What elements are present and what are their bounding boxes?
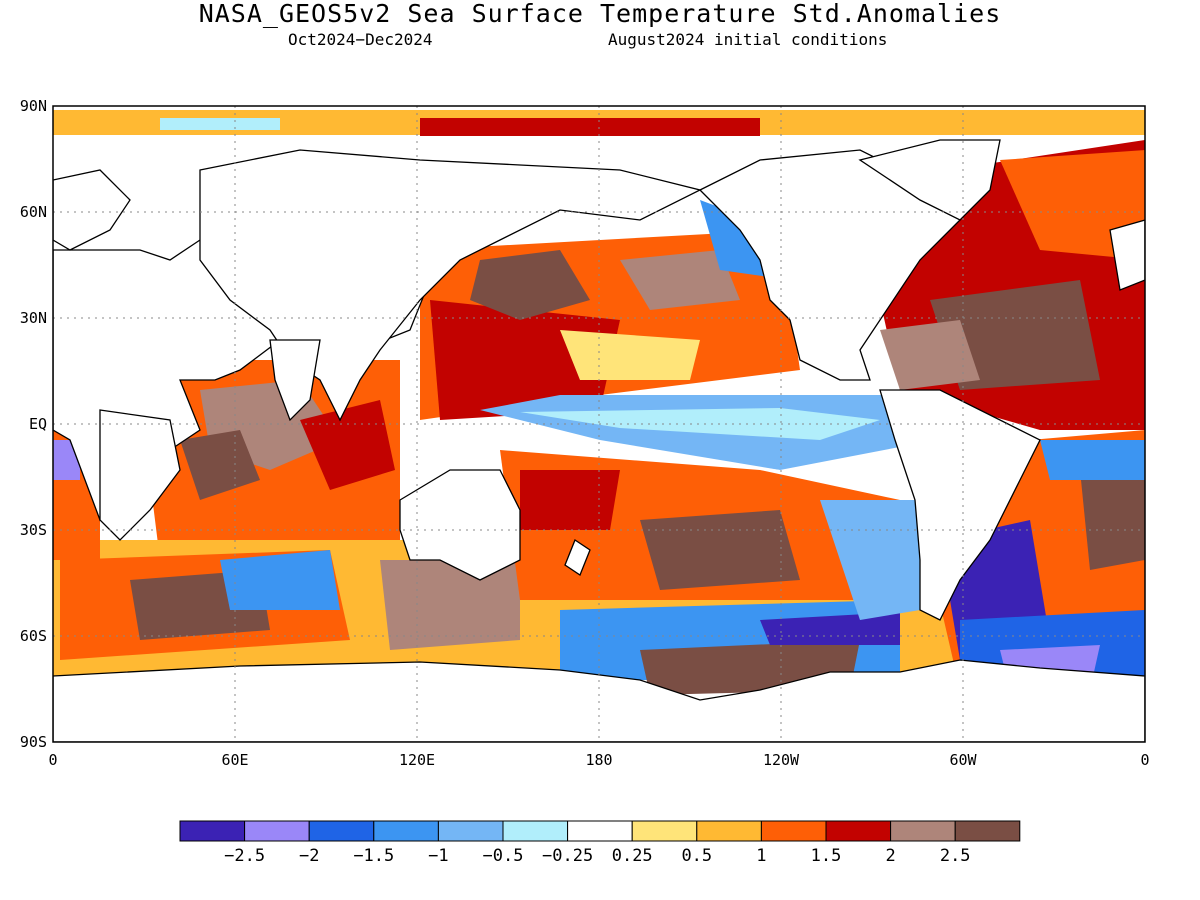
new-zealand-land <box>564 539 591 576</box>
colorbar-label: −2 <box>299 846 319 866</box>
lat-label: 60N <box>20 203 47 221</box>
colorbar-swatch <box>437 820 504 842</box>
longitude-labels: 0 60E 120E 180 120W 60W 0 <box>48 751 1149 769</box>
africa-south-land <box>99 409 181 541</box>
lat-label: 30S <box>20 521 47 539</box>
colorbar-label: −0.5 <box>483 846 524 866</box>
colorbar-label: −0.25 <box>542 846 593 866</box>
colorbar-label: 0.25 <box>612 846 653 866</box>
colorbar-swatch <box>308 820 375 842</box>
colorbar-swatch <box>179 820 246 842</box>
lon-label: 0 <box>1140 751 1149 769</box>
lat-label: 30N <box>20 309 47 327</box>
plot-area <box>53 106 1145 742</box>
colorbar-swatch <box>631 820 698 842</box>
colorbar-swatch <box>696 820 762 842</box>
colorbar-label: 0.5 <box>681 846 712 866</box>
colorbar-label: −1.5 <box>353 846 394 866</box>
latitude-labels: 90N 60N 30N EQ 30S 60S 90S <box>20 97 47 751</box>
colorbar-label: −2.5 <box>224 846 265 866</box>
colorbar-swatch <box>760 820 827 842</box>
west-edge-land <box>53 169 131 251</box>
lon-label: 120W <box>763 751 800 769</box>
colorbar-swatch <box>502 820 569 842</box>
colorbar-swatch <box>954 820 1021 842</box>
lon-label: 180 <box>585 751 612 769</box>
map-frame <box>52 105 1146 743</box>
colorbar-swatch <box>244 820 310 842</box>
lon-label: 60W <box>949 751 977 769</box>
land-masses <box>53 139 1145 742</box>
lat-label: EQ <box>29 415 47 433</box>
graticule <box>53 106 1145 742</box>
australia-land <box>399 469 521 581</box>
colorbar-label: 2 <box>885 846 895 866</box>
lat-label: 90S <box>20 733 47 751</box>
lon-label: 120E <box>399 751 435 769</box>
lon-label: 0 <box>48 751 57 769</box>
map-title: NASA_GEOS5v2 Sea Surface Temperature Std… <box>198 0 1002 28</box>
colorbar-label: 1.5 <box>811 846 842 866</box>
colorbar-label: −1 <box>428 846 448 866</box>
lat-label: 90N <box>20 97 47 115</box>
colorbar-swatch <box>890 820 956 842</box>
lat-label: 60S <box>20 627 47 645</box>
colorbar: −2.5 −2 −1.5 −1 −0.5 −0.25 0.25 0.5 1 1.5 2 2.5 <box>179 820 1021 866</box>
east-edge-land <box>1109 219 1145 291</box>
colorbar-label: 1 <box>756 846 766 866</box>
lon-label: 60E <box>221 751 248 769</box>
period-subtitle: Oct2024−Dec2024 <box>288 30 433 49</box>
colorbar-swatch <box>373 820 439 842</box>
colorbar-swatch <box>825 820 892 842</box>
india-land <box>269 339 321 422</box>
asia-land <box>199 149 702 422</box>
colorbar-label: 2.5 <box>940 846 971 866</box>
south-america-land <box>879 389 1041 621</box>
initial-conditions-subtitle: August2024 initial conditions <box>608 30 888 49</box>
greenland-land <box>858 139 1001 221</box>
colorbar-swatch <box>567 820 633 842</box>
